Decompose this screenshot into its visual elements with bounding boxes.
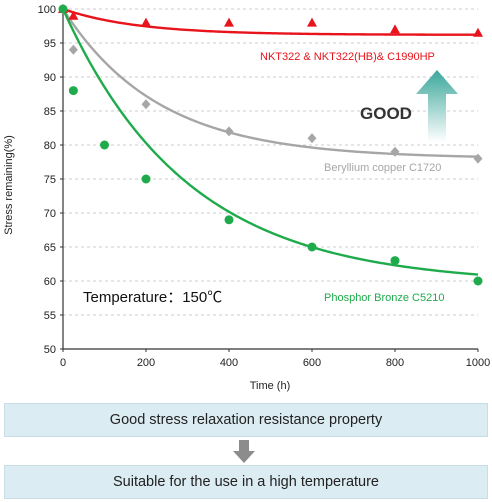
y-tick-label-80: 80 xyxy=(44,140,56,152)
y-tick-label-50: 50 xyxy=(44,344,56,356)
data-point-series-0-6 xyxy=(473,27,483,37)
data-point-series-0-1 xyxy=(68,10,79,20)
data-point-series-2-2 xyxy=(100,140,109,150)
data-point-series-0-5 xyxy=(390,24,400,34)
x-tick-label-200: 200 xyxy=(137,357,155,369)
data-point-series-1-2 xyxy=(141,99,151,110)
data-point-series-1-1 xyxy=(68,44,78,55)
summary-application-text: Suitable for the use in a high temperatu… xyxy=(113,474,379,490)
y-tick-label-55: 55 xyxy=(44,310,56,322)
data-point-series-1-5 xyxy=(390,146,400,157)
data-point-series-0-4 xyxy=(307,17,317,27)
data-point-series-0-3 xyxy=(224,17,234,27)
data-points xyxy=(58,4,483,286)
summary-property-text: Good stress relaxation resistance proper… xyxy=(109,412,383,428)
data-point-series-2-0 xyxy=(58,4,68,14)
y-tick-label-95: 95 xyxy=(44,38,56,50)
y-tick-label-90: 90 xyxy=(44,72,56,84)
x-tick-label-400: 400 xyxy=(220,357,238,369)
data-point-series-0-2 xyxy=(141,17,151,27)
series-label-phosphor-bronze: Phosphor Bronze C5210 xyxy=(324,292,444,304)
x-tick-label-0: 0 xyxy=(60,357,66,369)
x-tick-label-1000: 1000 xyxy=(466,357,490,369)
summary-box-application: Suitable for the use in a high temperatu… xyxy=(4,465,488,499)
data-point-series-1-3 xyxy=(224,126,234,137)
y-axis-label: Stress remaining(%) xyxy=(3,135,15,235)
y-tick-label-60: 60 xyxy=(44,276,56,288)
fit-curve-series-1 xyxy=(61,8,479,158)
data-point-series-1-6 xyxy=(473,153,483,164)
down-arrow-icon xyxy=(233,440,255,463)
temperature-label: Temperature：150℃ xyxy=(83,289,222,306)
fit-curve-series-2 xyxy=(61,8,479,276)
data-point-series-2-1 xyxy=(68,86,78,96)
y-tick-label-65: 65 xyxy=(44,242,56,254)
x-tick-label-800: 800 xyxy=(386,357,404,369)
data-point-series-2-4 xyxy=(224,215,234,225)
axes xyxy=(60,8,479,352)
good-label: GOOD xyxy=(360,104,412,123)
fit-curves xyxy=(61,7,479,276)
x-axis-label: Time (h) xyxy=(250,380,291,392)
y-tick-label-85: 85 xyxy=(44,106,56,118)
data-point-series-1-4 xyxy=(307,133,317,144)
good-arrow-icon xyxy=(416,70,458,142)
series-label-beryllium-copper: Beryllium copper C1720 xyxy=(324,162,441,174)
fit-curve-series-0 xyxy=(62,7,478,36)
y-tick-label-75: 75 xyxy=(44,174,56,186)
y-tick-label-70: 70 xyxy=(44,208,56,220)
y-tick-label-100: 100 xyxy=(38,4,56,16)
series-label-nkt322: NKT322 & NKT322(HB)& C1990HP xyxy=(260,51,435,63)
x-tick-label-600: 600 xyxy=(303,357,321,369)
data-point-series-2-6 xyxy=(390,256,400,266)
data-point-series-2-5 xyxy=(307,242,317,252)
summary-box-property: Good stress relaxation resistance proper… xyxy=(4,403,488,437)
data-point-series-2-3 xyxy=(141,174,151,184)
data-point-series-2-7 xyxy=(473,276,483,286)
